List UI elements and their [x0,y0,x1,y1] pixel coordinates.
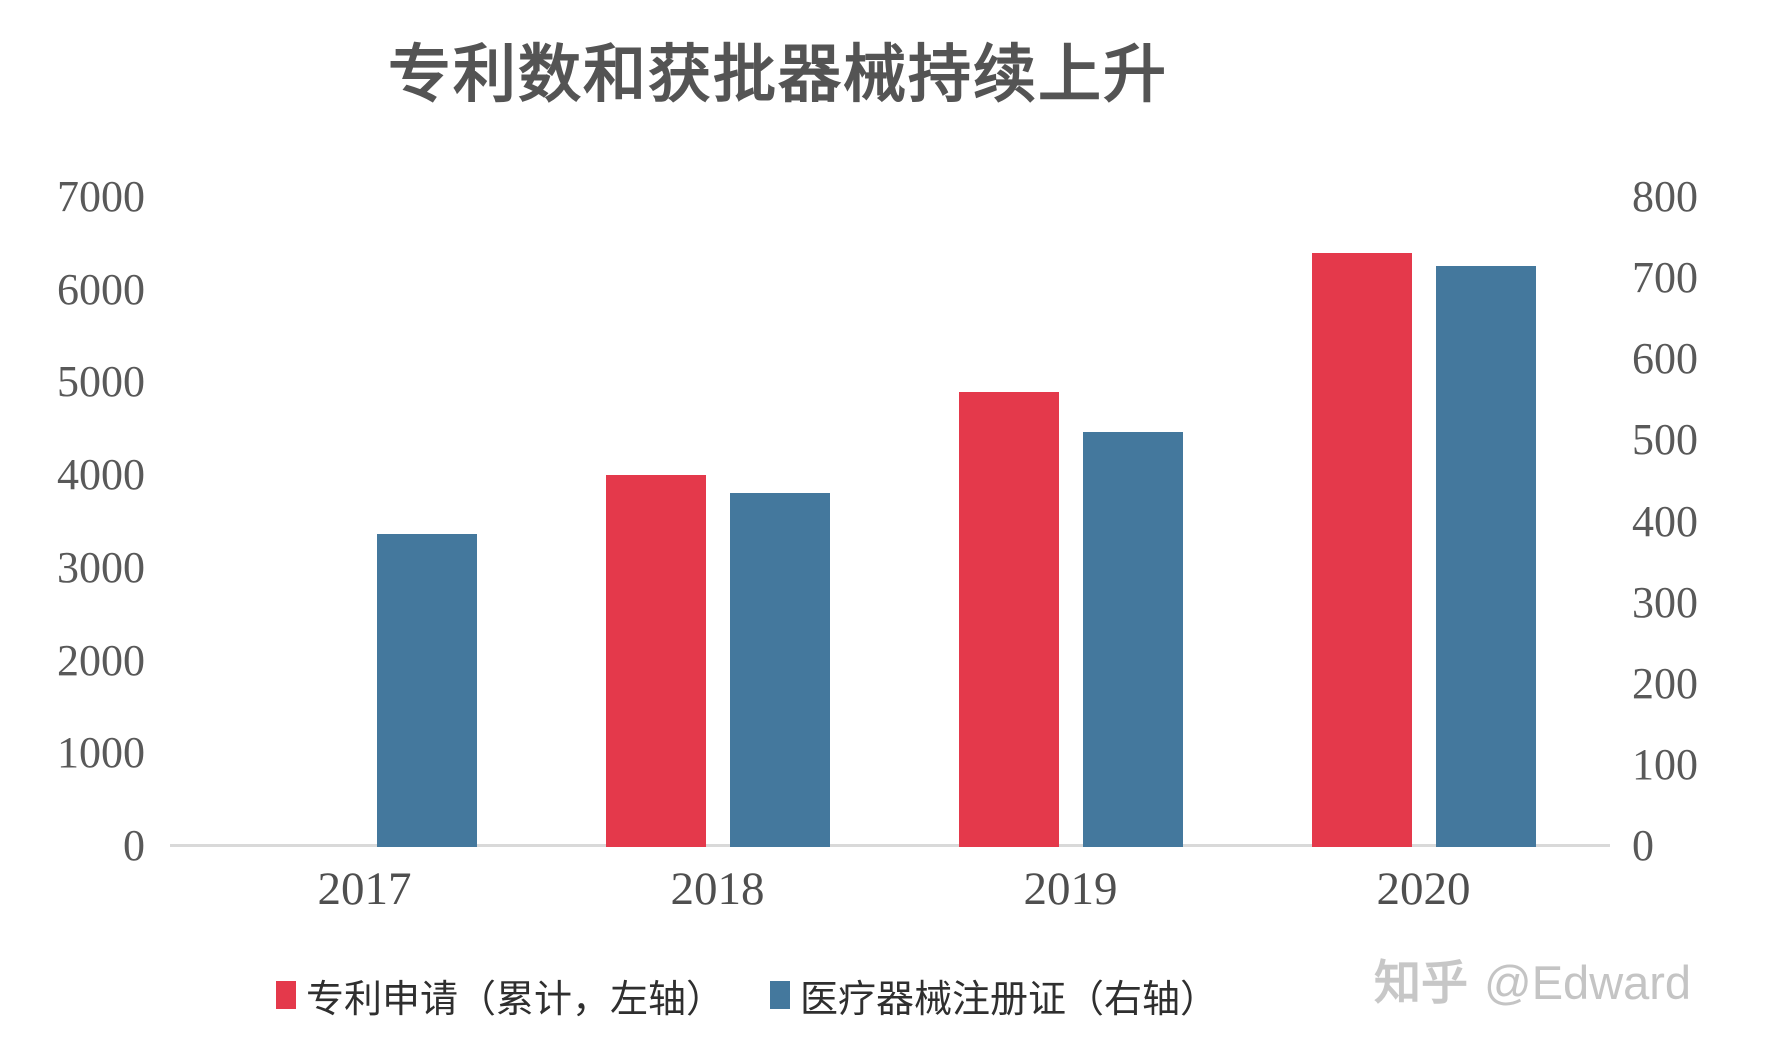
bar-certificates-2017 [376,533,477,847]
right-axis-tick-0: 0 [1632,821,1654,870]
right-axis-tick-800: 800 [1632,172,1698,221]
x-axis-label-2019: 2019 [1023,863,1118,915]
legend-swatch-certificates [770,981,790,1009]
left-axis-tick-5000: 5000 [57,357,145,407]
chart-title: 专利数和获批器械持续上升 [388,40,1168,110]
left-axis-tick-0: 0 [123,821,145,870]
x-axis-line [170,844,1610,847]
legend-swatch-patents [276,981,296,1009]
right-axis-tick-100: 100 [1632,739,1698,789]
legend-item-certificates: 医疗器械注册证（右轴） [770,972,1218,1021]
legend-label-patents: 专利申请（累计，左轴） [306,978,725,1021]
legend-item-patents: 专利申请（累计，左轴） [276,972,724,1021]
right-axis-tick-700: 700 [1632,253,1698,303]
watermark-handle: @Edward [1484,956,1692,1009]
right-axis-tick-200: 200 [1632,658,1698,708]
right-axis-tick-500: 500 [1632,415,1698,465]
left-axis-tick-6000: 6000 [57,264,145,314]
left-axis-tick-4000: 4000 [57,450,145,500]
watermark-brand: 知乎 [1374,956,1468,1009]
left-axis-tick-3000: 3000 [57,542,145,592]
bar-patents-2020 [1311,252,1412,847]
legend-label-certificates: 医疗器械注册证（右轴） [800,978,1219,1021]
right-axis-tick-300: 300 [1632,577,1698,627]
x-axis-label-2018: 2018 [670,863,765,915]
left-axis-tick-2000: 2000 [57,635,145,685]
legend: 专利申请（累计，左轴） 医疗器械注册证（右轴） [0,972,1789,1022]
bar-certificates-2020 [1435,265,1536,847]
watermark: 知乎 @Edward [1374,944,1691,1013]
right-axis-tick-600: 600 [1632,334,1698,384]
bar-patents-2019 [958,391,1059,847]
bar-certificates-2019 [1082,432,1183,847]
bar-patents-2018 [605,475,706,847]
x-axis-label-2017: 2017 [317,863,412,915]
left-axis-tick-7000: 7000 [57,172,145,221]
left-axis-tick-1000: 1000 [57,728,145,778]
x-axis-label-2020: 2020 [1376,863,1471,915]
right-axis-tick-400: 400 [1632,496,1698,546]
bar-certificates-2018 [729,493,830,847]
